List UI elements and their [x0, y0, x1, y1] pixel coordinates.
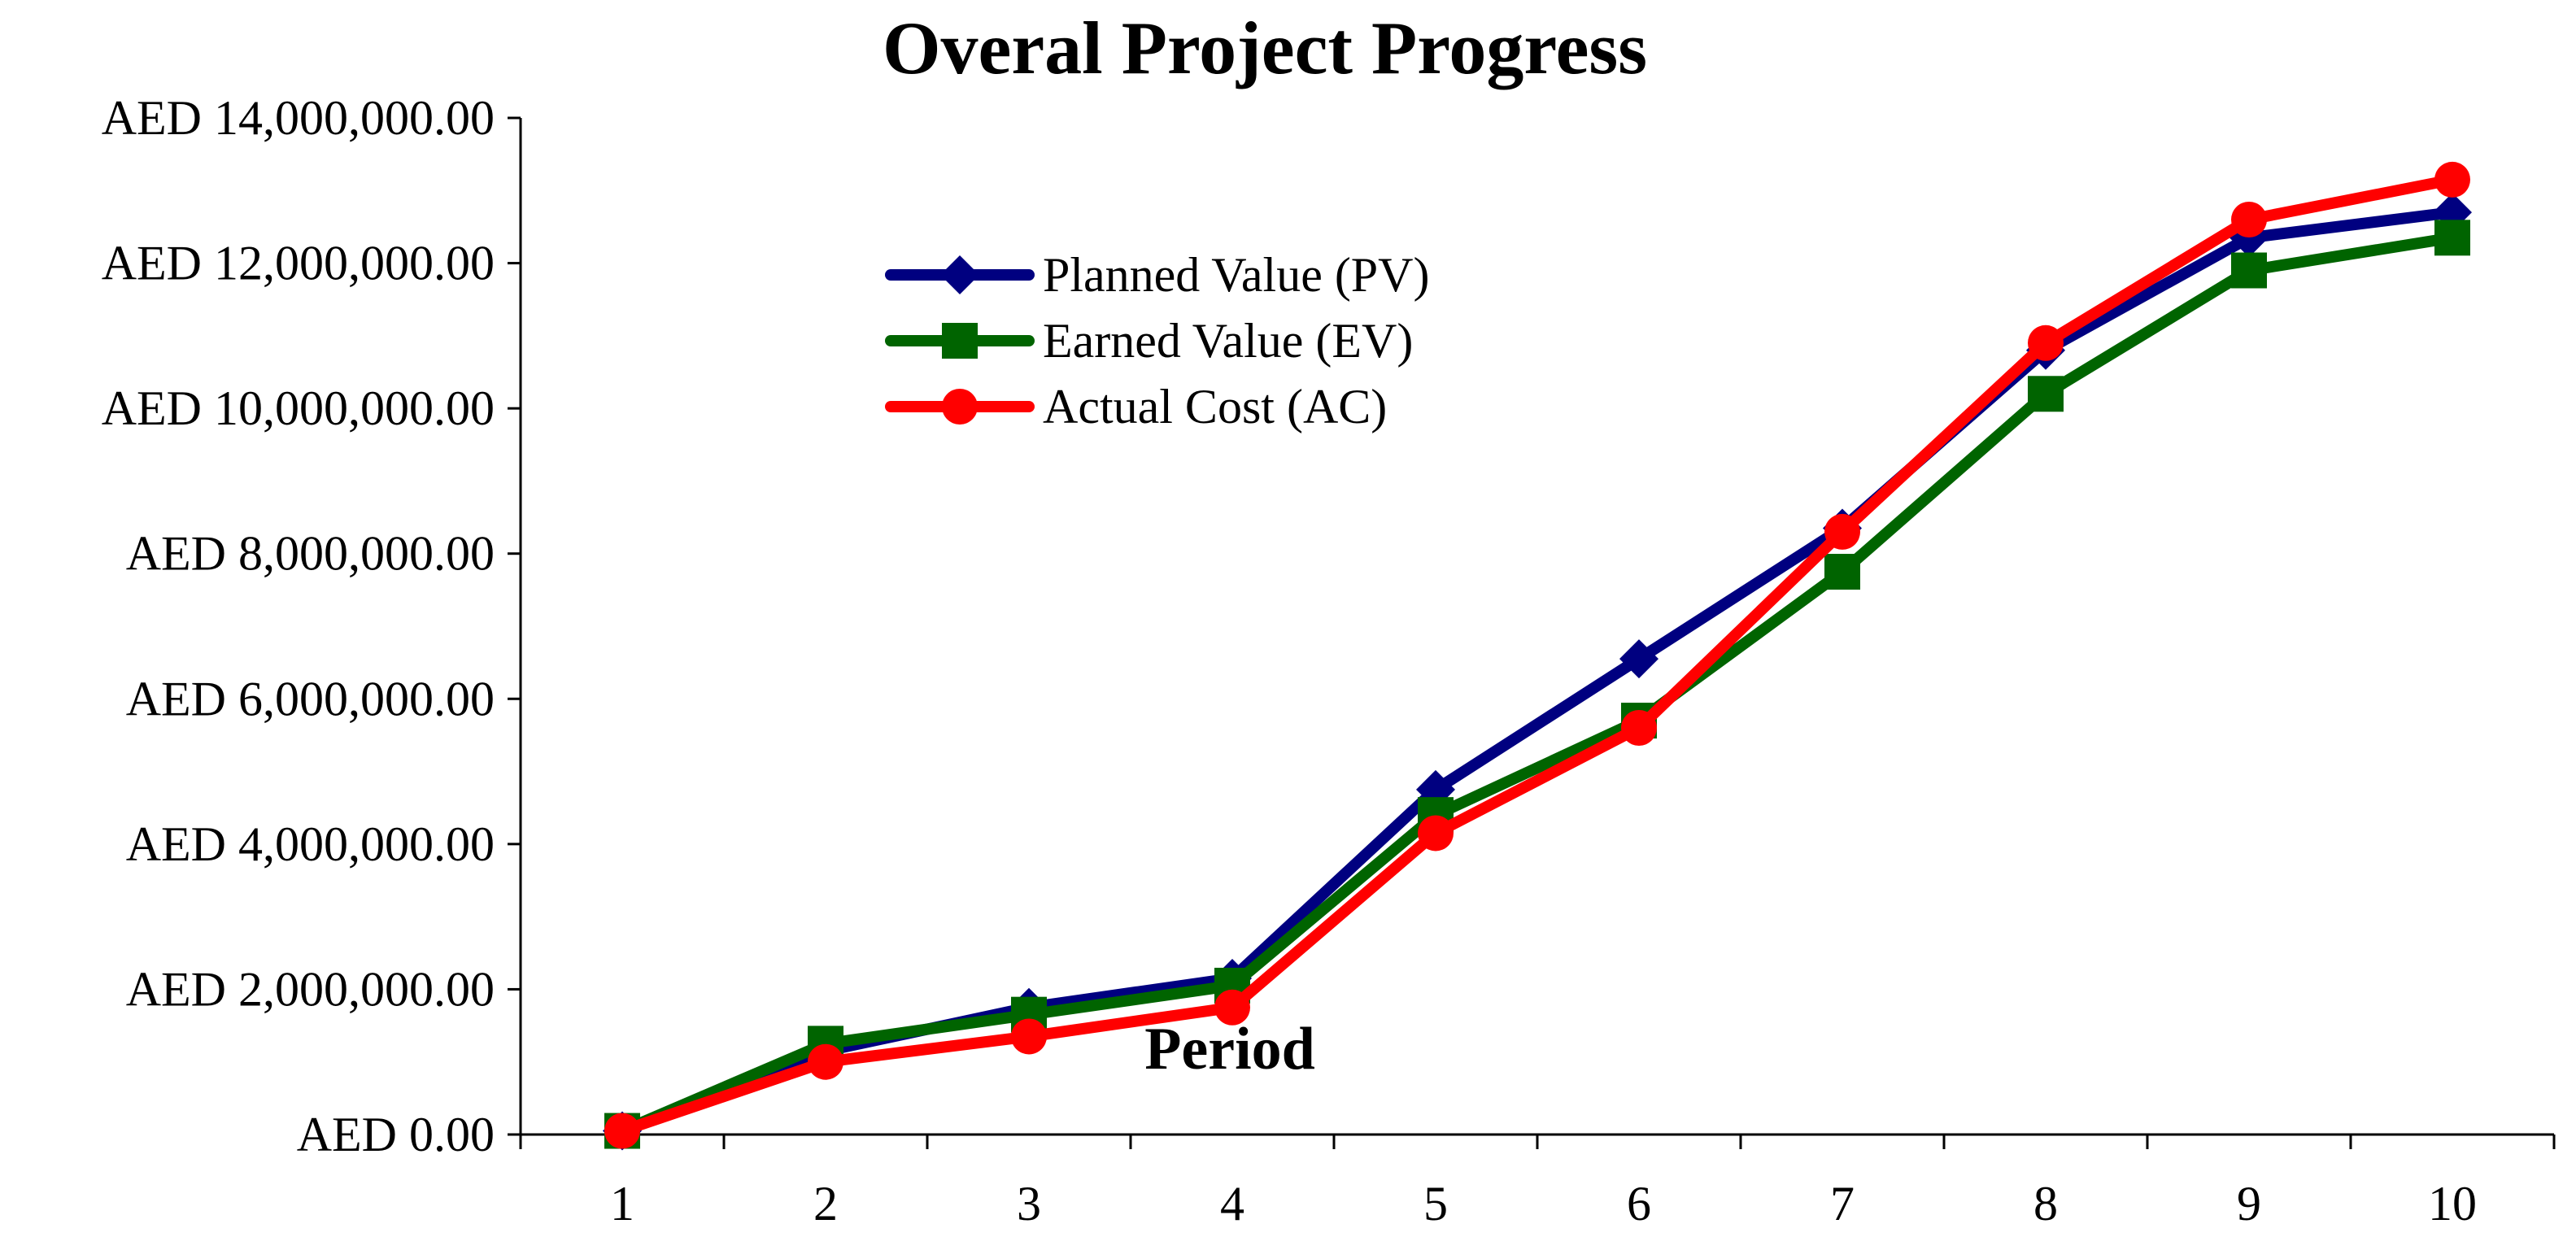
y-tick-label: AED 6,000,000.00 — [126, 672, 495, 725]
x-tick-label: 3 — [1017, 1177, 1041, 1230]
legend-item: Planned Value (PV) — [885, 248, 1430, 302]
y-tick-label: AED 12,000,000.00 — [102, 237, 495, 290]
legend-label: Actual Cost (AC) — [1043, 380, 1387, 433]
y-tick-label: AED 14,000,000.00 — [102, 91, 495, 145]
data-point — [604, 1113, 640, 1149]
series-2 — [604, 220, 2470, 1149]
y-tick-label: AED 10,000,000.00 — [102, 381, 495, 435]
data-point — [1214, 989, 1250, 1026]
x-tick-label: 8 — [2033, 1177, 2058, 1230]
data-point — [2231, 202, 2267, 237]
series-line — [617, 173, 2458, 1137]
series-line — [617, 232, 2458, 1137]
legend-label: Earned Value (EV) — [1043, 314, 1413, 368]
series-line — [617, 207, 2458, 1137]
data-point — [1619, 639, 1658, 679]
data-point — [2028, 376, 2064, 412]
data-point — [1824, 513, 1860, 550]
data-point — [808, 1043, 843, 1080]
x-tick-label: 6 — [1627, 1177, 1651, 1230]
series-1 — [603, 193, 2472, 1151]
legend-item: Earned Value (EV) — [885, 314, 1413, 368]
data-point — [2028, 324, 2064, 361]
data-point — [1418, 815, 1454, 851]
y-tick-label: AED 2,000,000.00 — [126, 962, 495, 1016]
x-axis: 1 2 3 4 5 6 7 8 9 10 — [519, 1133, 2556, 1230]
legend-swatch-marker — [940, 255, 979, 294]
x-tick-label: 7 — [1830, 1177, 1855, 1230]
y-tick-label: AED 8,000,000.00 — [126, 527, 495, 581]
data-point — [2434, 220, 2470, 256]
y-tick-label: AED 4,000,000.00 — [126, 817, 495, 871]
data-point — [1621, 710, 1657, 746]
x-tick-label: 2 — [813, 1177, 838, 1230]
chart-title: Overal Project Progress — [883, 7, 1647, 89]
legend-item: Actual Cost (AC) — [885, 380, 1387, 433]
legend-swatch-marker — [942, 389, 978, 425]
series-3 — [604, 161, 2470, 1149]
x-axis-label: Period — [1144, 1016, 1315, 1082]
x-tick-label: 4 — [1220, 1177, 1244, 1230]
x-tick-label: 5 — [1423, 1177, 1448, 1230]
series-layer — [603, 161, 2472, 1151]
legend-swatch-marker — [942, 323, 978, 359]
data-point — [2434, 161, 2470, 198]
x-tick-label: 10 — [2428, 1177, 2477, 1230]
y-tick-label: AED 0.00 — [297, 1108, 495, 1161]
legend: Planned Value (PV) Earned Value (EV) Actua… — [885, 248, 1430, 433]
y-axis: AED 0.00 AED 2,000,000.00 AED 4,000,000.00… — [102, 91, 522, 1161]
x-tick-label: 1 — [610, 1177, 634, 1230]
data-point — [1824, 554, 1860, 590]
data-point — [1011, 1018, 1047, 1055]
legend-label: Planned Value (PV) — [1043, 248, 1430, 302]
x-tick-label: 9 — [2237, 1177, 2261, 1230]
data-point — [2231, 252, 2267, 289]
